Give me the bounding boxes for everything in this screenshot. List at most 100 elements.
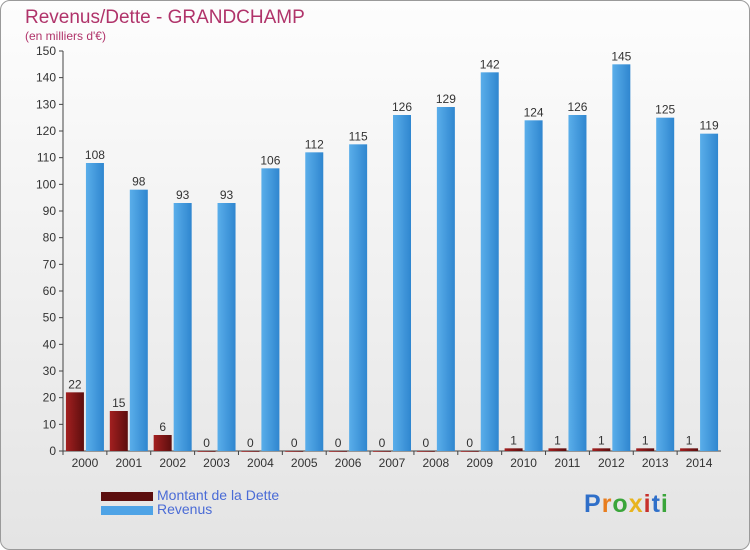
bar-dette (680, 448, 699, 451)
bar-dette (241, 451, 260, 452)
x-tick-label: 2007 (379, 456, 406, 470)
bar-revenus (568, 115, 587, 451)
y-tick-label: 70 (43, 257, 57, 271)
y-tick-label: 10 (43, 417, 57, 431)
bar-dette (636, 448, 655, 451)
y-tick-label: 110 (37, 151, 56, 165)
bar-revenus (480, 72, 499, 451)
data-label-dette: 1 (686, 433, 693, 447)
bar-dette (65, 392, 84, 451)
logo-letter: r (601, 490, 613, 518)
logo-letter: x (628, 490, 644, 518)
bar-dette (197, 451, 216, 452)
data-label-revenus: 112 (305, 137, 324, 151)
data-label-dette: 0 (335, 436, 342, 450)
data-label-revenus: 115 (349, 129, 368, 143)
bar-revenus (261, 168, 280, 452)
data-label-revenus: 124 (524, 105, 544, 119)
x-tick-label: 2012 (598, 456, 625, 470)
bar-dette (373, 451, 391, 452)
data-label-dette: 0 (291, 436, 298, 450)
proxiti-logo: Proxiti (584, 490, 669, 519)
y-tick-label: 40 (43, 337, 57, 351)
bar-revenus (393, 115, 411, 451)
data-label-dette: 15 (112, 396, 126, 410)
data-label-dette: 1 (598, 433, 605, 447)
y-tick-label: 20 (43, 391, 57, 405)
x-tick-label: 2000 (72, 456, 99, 470)
legend-swatch-dette (101, 492, 153, 501)
y-tick-label: 30 (43, 364, 57, 378)
x-tick-label: 2013 (642, 456, 669, 470)
bar-revenus (217, 203, 236, 451)
bar-revenus (524, 120, 543, 451)
x-tick-label: 2001 (115, 456, 142, 470)
y-tick-label: 0 (49, 444, 56, 458)
y-tick-label: 50 (43, 311, 57, 325)
chart-subtitle: (en milliers d'€) (25, 29, 106, 43)
logo-letter: P (584, 490, 602, 518)
x-tick-label: 2004 (247, 456, 274, 470)
bar-dette (285, 451, 304, 452)
bar-revenus (349, 144, 368, 452)
bar-revenus (700, 133, 719, 451)
data-label-revenus: 106 (260, 153, 280, 167)
data-label-revenus: 145 (611, 49, 631, 63)
data-label-dette: 0 (423, 436, 430, 450)
y-tick-label: 90 (43, 204, 57, 218)
x-tick-label: 2008 (423, 456, 450, 470)
bar-dette (153, 435, 172, 451)
x-tick-label: 2005 (291, 456, 318, 470)
logo-letter: o (612, 490, 629, 518)
x-tick-label: 2014 (686, 456, 713, 470)
data-label-dette: 0 (247, 436, 254, 450)
bar-revenus (305, 152, 324, 452)
data-label-revenus: 108 (85, 148, 105, 162)
legend-swatch-revenus (101, 506, 153, 515)
bar-revenus (85, 163, 104, 451)
logo-letter: i (643, 490, 652, 518)
y-tick-label: 140 (36, 71, 56, 85)
bar-dette (416, 451, 435, 452)
legend-label-revenus: Revenus (157, 501, 213, 517)
data-label-revenus: 129 (436, 92, 456, 106)
data-label-revenus: 93 (176, 188, 190, 202)
y-tick-label: 100 (36, 177, 56, 191)
chart-title: Revenus/Dette - GRANDCHAMP (25, 7, 305, 28)
bar-dette (592, 448, 611, 451)
bar-dette (548, 448, 567, 451)
data-label-revenus: 119 (699, 119, 718, 133)
data-label-revenus: 126 (392, 100, 412, 114)
x-tick-label: 2002 (159, 456, 186, 470)
logo-letter: t (651, 490, 661, 518)
y-tick-label: 150 (36, 44, 56, 58)
bar-revenus (656, 117, 675, 452)
bar-dette (460, 451, 479, 452)
data-label-dette: 22 (68, 377, 82, 391)
data-label-dette: 6 (159, 420, 166, 434)
data-label-revenus: 126 (567, 100, 587, 114)
data-label-dette: 1 (554, 433, 561, 447)
data-label-dette: 1 (642, 433, 649, 447)
data-label-dette: 0 (466, 436, 473, 450)
data-label-dette: 0 (379, 436, 386, 450)
x-tick-label: 2009 (466, 456, 493, 470)
y-tick-label: 120 (36, 124, 56, 138)
bar-revenus (612, 64, 631, 452)
y-tick-label: 80 (43, 231, 57, 245)
data-label-revenus: 98 (132, 175, 146, 189)
data-label-revenus: 142 (480, 57, 500, 71)
x-tick-label: 2003 (203, 456, 230, 470)
data-label-revenus: 93 (220, 188, 234, 202)
bar-revenus (173, 203, 192, 451)
bar-dette (329, 451, 348, 452)
bar-dette (109, 411, 128, 451)
bar-revenus (129, 189, 148, 451)
legend-label-dette: Montant de la Dette (157, 487, 280, 503)
data-label-revenus: 125 (655, 103, 675, 117)
x-tick-label: 2010 (510, 456, 537, 470)
bar-dette (504, 448, 523, 451)
bar-revenus (436, 107, 455, 451)
